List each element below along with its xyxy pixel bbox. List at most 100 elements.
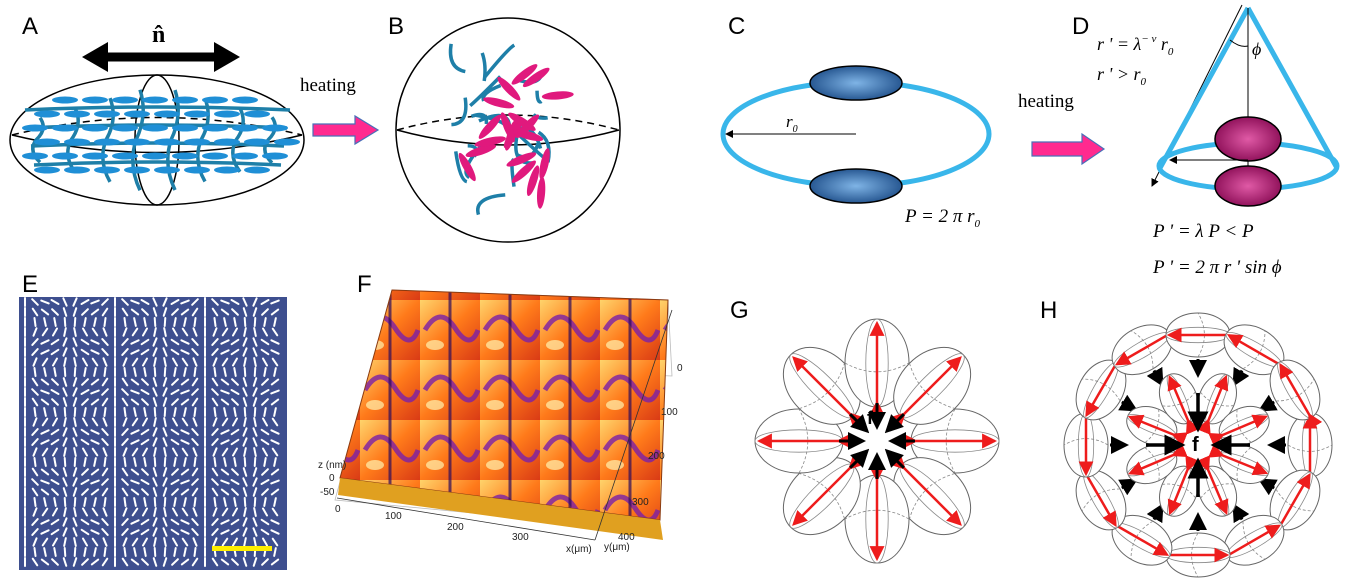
director-segment	[140, 479, 150, 485]
mesogen	[64, 110, 90, 118]
director-segment	[153, 457, 157, 467]
equation-r-prime: r ' = λ− ν r0	[1097, 33, 1174, 58]
x-tick-200: 200	[447, 522, 464, 533]
director-segment	[101, 438, 109, 446]
director-segment	[180, 468, 190, 476]
director-segment	[170, 428, 180, 436]
mesogen	[112, 152, 138, 160]
director-segment	[31, 348, 39, 356]
director-segment	[261, 468, 269, 476]
director-segment	[31, 467, 39, 477]
panel-label-b: B	[388, 13, 404, 40]
mesogen	[52, 124, 78, 132]
director-segment	[270, 479, 280, 485]
director-segment	[143, 547, 147, 557]
director-segment	[40, 529, 50, 535]
director-segment	[273, 497, 277, 507]
director-segment	[233, 317, 237, 327]
z-tick-neg50: -50	[320, 487, 335, 498]
director-segment	[220, 558, 230, 566]
panel-b: B	[388, 13, 621, 243]
director-segment	[101, 307, 109, 317]
director-segment	[231, 357, 239, 367]
director-segment	[220, 429, 230, 435]
director-segment	[270, 299, 280, 305]
director-segment	[130, 468, 140, 476]
director-arrow-red	[1279, 362, 1323, 430]
director-segment	[122, 417, 128, 427]
director-label: n̂	[152, 22, 165, 48]
director-segment	[122, 357, 128, 367]
network-strand	[24, 105, 291, 112]
force-label-g: f	[867, 408, 874, 428]
director-segment	[211, 307, 219, 317]
director-arrow-red	[1208, 443, 1269, 476]
director-segment	[180, 349, 190, 355]
director-segment	[130, 429, 140, 435]
director-segment	[41, 537, 49, 547]
director-arrowhead-left	[82, 42, 108, 72]
director-segment	[72, 347, 78, 357]
director-segment	[152, 557, 158, 567]
director-segment	[81, 468, 89, 476]
director-segment	[243, 357, 247, 367]
director-segment	[130, 488, 140, 496]
director-segment	[211, 388, 219, 396]
director-segment	[101, 528, 109, 536]
director-segment	[211, 528, 219, 536]
director-segment	[162, 477, 168, 487]
director-segment	[261, 378, 269, 386]
director-segment	[170, 299, 180, 305]
director-segment	[180, 308, 190, 316]
director-segment	[270, 529, 280, 535]
panel-label-a: A	[22, 13, 38, 40]
director-segment	[121, 377, 129, 387]
mesogen	[458, 152, 476, 182]
director-segment	[253, 457, 257, 467]
heating-label-cd: heating	[1018, 91, 1074, 112]
director-segment	[31, 518, 39, 526]
director-segment	[221, 357, 229, 367]
director-segment	[261, 417, 269, 427]
director-segment	[181, 357, 189, 367]
director-segment	[141, 447, 149, 457]
force-arrow-outer	[1146, 366, 1164, 387]
director-segment	[163, 417, 167, 427]
director-segment	[162, 387, 168, 397]
director-segment	[230, 518, 240, 526]
mesogen	[94, 166, 120, 174]
director-segment	[220, 519, 230, 525]
director-segment	[191, 467, 199, 477]
director-segment	[131, 417, 139, 427]
director-segment	[213, 407, 217, 417]
director-segment	[50, 438, 60, 446]
surface-side	[338, 478, 663, 540]
director-segment	[81, 507, 89, 517]
mesogen	[511, 64, 538, 85]
mesogen	[511, 160, 536, 183]
director-segment	[91, 537, 99, 547]
director-segment	[93, 317, 97, 327]
director-segment	[72, 377, 78, 387]
director-segment	[173, 407, 177, 417]
ellipsoid-particle	[1063, 403, 1109, 478]
director-segment	[171, 398, 179, 406]
director-segment	[133, 317, 137, 327]
director-segment	[213, 367, 217, 377]
director-segment	[181, 447, 189, 457]
director-segment	[170, 518, 180, 526]
director-segment	[80, 528, 90, 536]
director-segment	[133, 367, 137, 377]
director-segment	[263, 457, 267, 467]
ellipsoid-particle	[1158, 373, 1200, 435]
director-segment	[253, 407, 257, 417]
mesogen	[232, 124, 258, 132]
director-segment	[191, 298, 199, 306]
director-segment	[270, 378, 280, 386]
director-segment	[90, 378, 100, 386]
director-segment	[130, 519, 140, 525]
director-segment	[152, 517, 158, 527]
director-segment	[220, 439, 230, 445]
director-segment	[191, 388, 199, 396]
director-segment	[103, 457, 107, 467]
